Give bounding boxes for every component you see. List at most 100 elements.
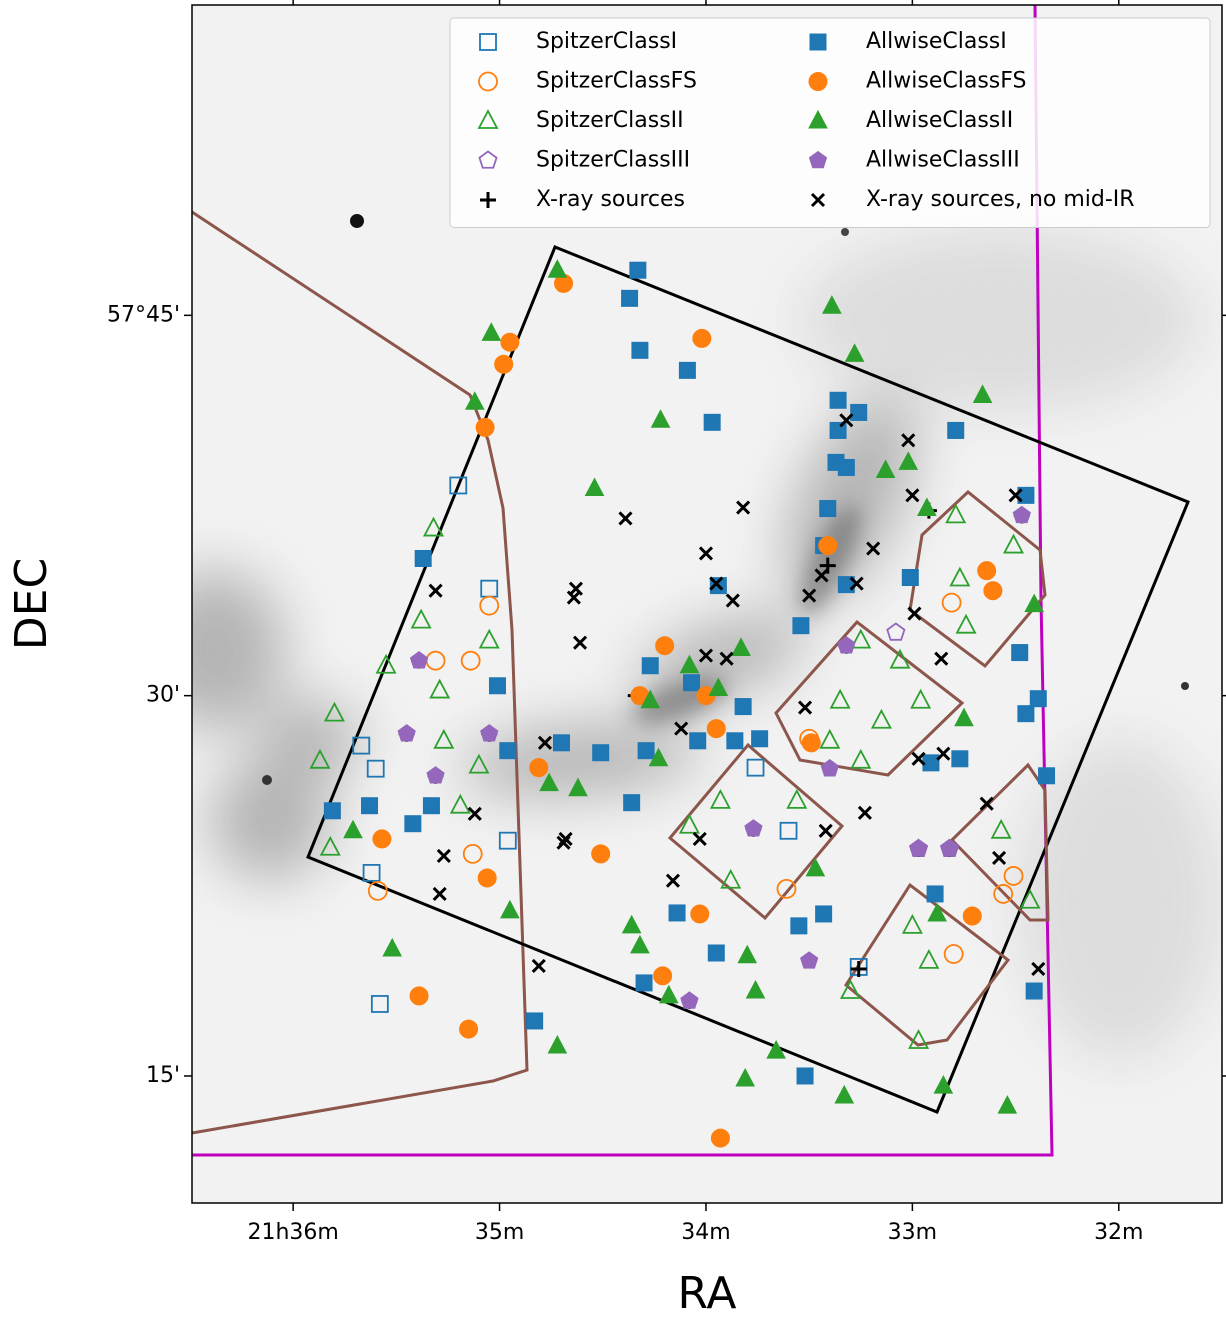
marker-square — [796, 1067, 814, 1085]
marker-x — [665, 873, 681, 888]
marker-x — [698, 546, 714, 561]
marker-circle — [692, 328, 712, 348]
marker-circle — [993, 884, 1014, 904]
marker-x — [698, 648, 714, 663]
marker-triangle — [449, 793, 471, 814]
marker-square — [951, 750, 969, 768]
marker-triangle — [658, 984, 679, 1004]
marker-square — [837, 458, 855, 476]
marker-square — [637, 742, 655, 760]
field-region — [844, 882, 1011, 1047]
marker-x — [618, 511, 633, 526]
marker-triangle — [464, 391, 485, 410]
marker-circle — [462, 843, 483, 864]
marker-x — [692, 831, 707, 846]
marker-x — [857, 805, 872, 820]
marker-triangle — [648, 747, 669, 767]
field-region — [667, 742, 845, 921]
marker-triangle — [745, 979, 766, 999]
legend-label: SpitzerClassII — [536, 108, 684, 133]
marker-square — [370, 995, 389, 1013]
marker-triangle — [945, 503, 967, 524]
marker-triangle — [640, 689, 661, 709]
marker-circle — [372, 829, 392, 849]
marker-triangle — [650, 409, 671, 428]
marker-square — [819, 500, 837, 518]
marker-x — [992, 850, 1007, 865]
marker-square — [499, 742, 517, 760]
x-tick-label: 33m — [888, 1220, 937, 1245]
marker-x — [866, 541, 881, 556]
marker-square — [726, 732, 744, 750]
marker-x — [725, 593, 740, 608]
marker-square — [422, 797, 440, 815]
marker-triangle — [766, 1040, 786, 1059]
marker-pentagon — [837, 636, 856, 654]
marker-x — [934, 651, 949, 666]
marker-triangle — [955, 613, 977, 634]
marker-plus — [850, 960, 867, 977]
marker-triangle — [822, 295, 842, 314]
marker-circle — [475, 417, 495, 437]
marker-circle — [367, 880, 388, 901]
marker-triangle — [720, 868, 742, 889]
marker-circle — [460, 650, 481, 671]
x-tick-label: 21h36m — [247, 1220, 338, 1245]
marker-square — [1029, 690, 1047, 708]
marker-square — [707, 944, 725, 962]
marker-circle — [591, 844, 611, 864]
marker-square — [678, 361, 696, 379]
marker-triangle — [875, 459, 896, 479]
y-axis-label: DEC — [6, 558, 57, 650]
marker-pentagon — [397, 724, 416, 742]
marker-x — [432, 886, 447, 901]
field-region — [774, 619, 965, 777]
marker-square — [1017, 705, 1035, 723]
legend-label: AllwiseClassII — [866, 108, 1013, 133]
marker-triangle — [819, 728, 841, 749]
marker-triangle — [375, 653, 397, 674]
marker-square — [1011, 644, 1029, 662]
marker-x — [719, 651, 734, 666]
marker-square — [623, 794, 641, 812]
marker-triangle — [916, 497, 937, 517]
marker-square — [361, 797, 379, 815]
marker-triangle — [584, 477, 605, 497]
marker-circle — [977, 561, 997, 581]
marker-x — [1031, 961, 1046, 977]
marker-triangle — [949, 566, 971, 587]
coverage-black — [306, 245, 1190, 1114]
marker-triangle — [805, 857, 826, 877]
marker-pentagon — [820, 759, 839, 777]
marker-circle — [818, 536, 838, 556]
marker-triangle — [834, 1084, 855, 1104]
marker-pentagon — [680, 991, 699, 1009]
legend-label: AllwiseClassIII — [866, 148, 1020, 173]
marker-circle — [706, 719, 726, 739]
marker-x — [911, 751, 926, 766]
marker-x — [674, 721, 689, 736]
marker-square — [926, 885, 944, 903]
marker-pentagon — [478, 150, 498, 169]
legend-label: AllwiseClassFS — [866, 69, 1027, 94]
marker-circle — [478, 71, 498, 92]
x-axis-label: RA — [678, 1268, 737, 1319]
marker-square — [779, 821, 798, 840]
marker-triangle — [547, 1034, 568, 1054]
marker-triangle — [678, 813, 700, 834]
marker-circle — [1003, 866, 1024, 886]
marker-square — [323, 802, 341, 820]
marker-circle — [529, 758, 549, 778]
marker-square — [641, 657, 659, 675]
marker-x — [537, 735, 553, 750]
marker-triangle — [829, 688, 851, 709]
marker-x — [1008, 488, 1023, 503]
marker-x — [568, 581, 583, 596]
marker-pentagon — [426, 766, 445, 784]
marker-triangle — [908, 1029, 930, 1049]
marker-square — [362, 863, 381, 882]
marker-square — [734, 698, 752, 716]
marker-triangle — [423, 516, 444, 537]
marker-square — [947, 421, 965, 439]
marker-triangle — [319, 835, 341, 856]
